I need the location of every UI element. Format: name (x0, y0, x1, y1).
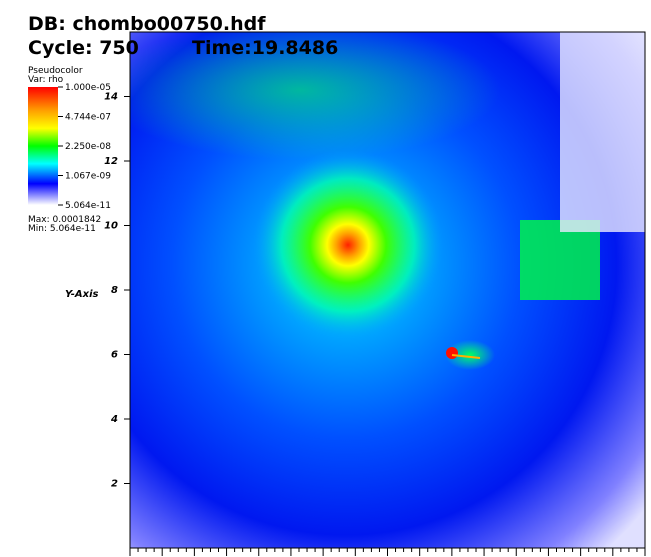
y-tick-label: 4 (110, 414, 118, 425)
legend-label: 1.067e-09 (65, 172, 111, 182)
cycle: Cycle: 750 (28, 37, 139, 59)
legend-labels: 1.000e-05 4.744e-07 2.250e-08 1.067e-09 5.06… (58, 83, 111, 211)
y-tick-label: 6 (111, 350, 118, 361)
legend-max: Max: 0.0001842 (28, 215, 101, 225)
pseudocolor-field (130, 32, 645, 548)
time: Time:19.8486 (192, 37, 338, 59)
y-tick-label: 8 (111, 285, 118, 296)
legend-label: 1.000e-05 (65, 83, 111, 93)
y-tick-label: 14 (104, 92, 118, 103)
legend-variable: Var: rho (28, 75, 64, 85)
y-tick-label: 2 (111, 479, 118, 490)
legend-plot: Pseudocolor (28, 66, 83, 76)
legend-label: 4.744e-07 (65, 113, 111, 123)
y-tick-label: 10 (104, 221, 118, 232)
color-bar (28, 87, 58, 205)
x-axis (129, 548, 646, 556)
legend-min: Min: 5.064e-11 (28, 224, 96, 234)
legend-label: 5.064e-11 (65, 201, 111, 211)
y-tick-label: 12 (104, 156, 118, 167)
y-axis-label: Y-Axis (65, 289, 99, 300)
database-title: DB: chombo00750.hdf (28, 13, 266, 35)
legend-label: 2.250e-08 (65, 142, 111, 152)
